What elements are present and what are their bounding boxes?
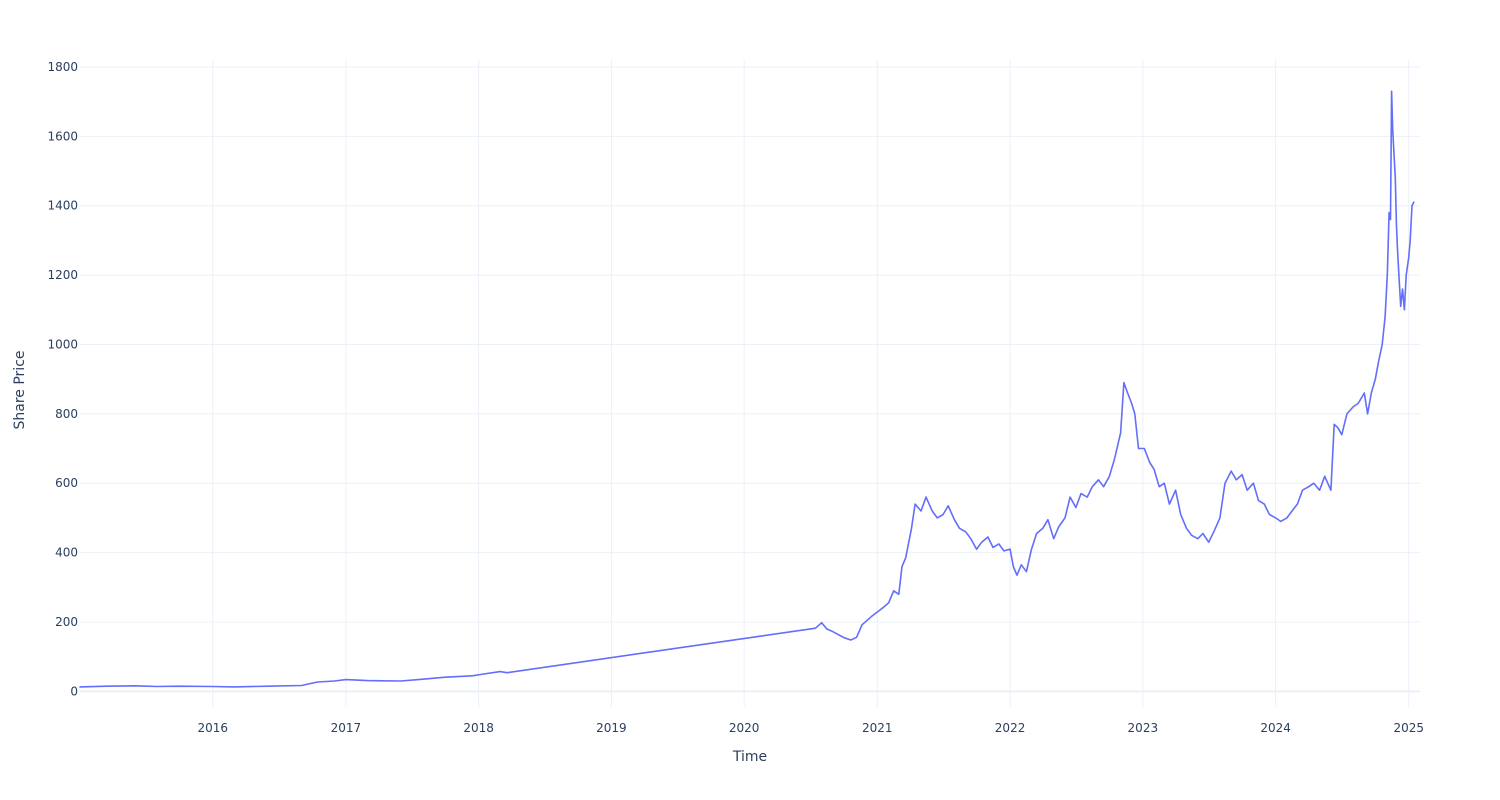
x-tick-label: 2017 — [331, 721, 362, 735]
y-tick-label: 1400 — [47, 199, 78, 213]
y-gridlines — [80, 66, 1420, 693]
x-axis-title: Time — [732, 749, 767, 765]
y-tick-label: 800 — [55, 407, 78, 421]
x-tick-label: 2025 — [1393, 721, 1424, 735]
y-tick-label: 600 — [55, 476, 78, 490]
x-tick-label: 2023 — [1128, 721, 1159, 735]
x-tick-label: 2022 — [995, 721, 1026, 735]
y-tick-label: 1200 — [47, 268, 78, 282]
x-tick-label: 2018 — [463, 721, 494, 735]
x-axis-ticks: 2016 2017 2018 2019 2020 2021 2022 2023 2024 2025 — [197, 721, 1424, 735]
x-tick-label: 2020 — [729, 721, 760, 735]
y-tick-label: 0 — [70, 684, 78, 698]
y-tick-label: 200 — [55, 615, 78, 629]
y-tick-label: 1600 — [47, 129, 78, 143]
x-tick-label: 2021 — [862, 721, 893, 735]
x-tick-label: 2024 — [1260, 721, 1291, 735]
x-tick-label: 2019 — [596, 721, 627, 735]
x-gridlines — [212, 60, 1410, 707]
y-axis-title: Share Price — [12, 350, 28, 429]
x-tick-label: 2016 — [197, 721, 228, 735]
y-axis-ticks: 0 200 400 600 800 1000 1200 1400 1600 1800 — [47, 60, 78, 698]
share-price-line — [79, 90, 1415, 688]
y-tick-label: 1800 — [47, 60, 78, 74]
y-tick-label: 1000 — [47, 337, 78, 351]
series-layer — [79, 90, 1415, 688]
y-tick-label: 400 — [55, 546, 78, 560]
